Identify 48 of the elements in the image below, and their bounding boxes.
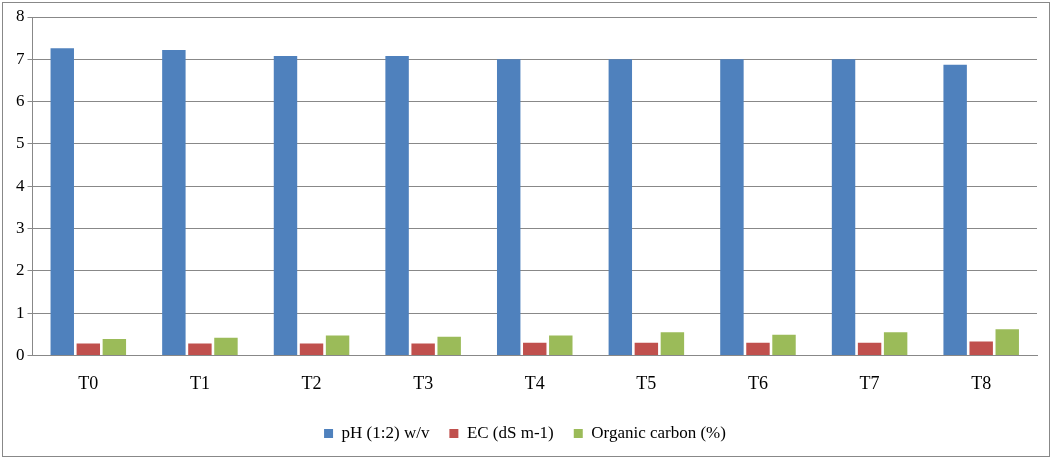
x-tick-label: T7 — [859, 372, 880, 393]
x-tick-label: T0 — [78, 372, 99, 393]
x-tick-label: T2 — [301, 372, 322, 393]
bar — [411, 343, 435, 355]
legend-label: Organic carbon (%) — [591, 422, 726, 442]
x-tick-label: T3 — [413, 372, 434, 393]
bar — [772, 334, 796, 355]
bar — [188, 343, 212, 355]
y-tick-label: 1 — [16, 302, 25, 322]
bar — [162, 49, 186, 355]
y-tick-label: 7 — [16, 48, 25, 68]
bar — [523, 342, 547, 355]
x-tick-label: T1 — [189, 372, 210, 393]
legend-label: EC (dS m-1) — [466, 422, 554, 442]
bar — [50, 48, 74, 355]
bar — [720, 59, 744, 355]
bar — [437, 336, 461, 355]
bar — [857, 342, 882, 355]
x-tick-label: T8 — [971, 372, 992, 393]
bar — [325, 335, 350, 355]
bar — [299, 343, 324, 355]
legend-label: pH (1:2) w/v — [341, 422, 430, 442]
bar — [273, 55, 298, 355]
y-tick-label: 6 — [16, 91, 25, 111]
bar — [496, 59, 521, 355]
bar — [102, 338, 127, 355]
y-tick-label: 2 — [16, 260, 25, 280]
bar — [831, 59, 856, 355]
bar — [883, 332, 908, 355]
y-tick-label: 3 — [16, 217, 25, 237]
bar — [746, 342, 770, 355]
x-tick-label: T6 — [747, 372, 768, 393]
y-tick-label: 0 — [16, 344, 25, 364]
y-tick-label: 8 — [16, 6, 25, 26]
x-tick-label: T4 — [524, 372, 545, 393]
x-tick-label: T5 — [636, 372, 657, 393]
bar — [549, 335, 573, 355]
y-tick-label: 5 — [16, 133, 25, 153]
bar — [76, 343, 101, 355]
y-tick-label: 4 — [16, 175, 25, 195]
bar — [214, 337, 238, 355]
bar — [660, 332, 685, 355]
bar — [634, 342, 659, 355]
bar — [969, 341, 993, 355]
bar — [385, 55, 409, 355]
bar — [995, 329, 1019, 355]
bar — [943, 64, 967, 355]
bar — [608, 59, 633, 355]
